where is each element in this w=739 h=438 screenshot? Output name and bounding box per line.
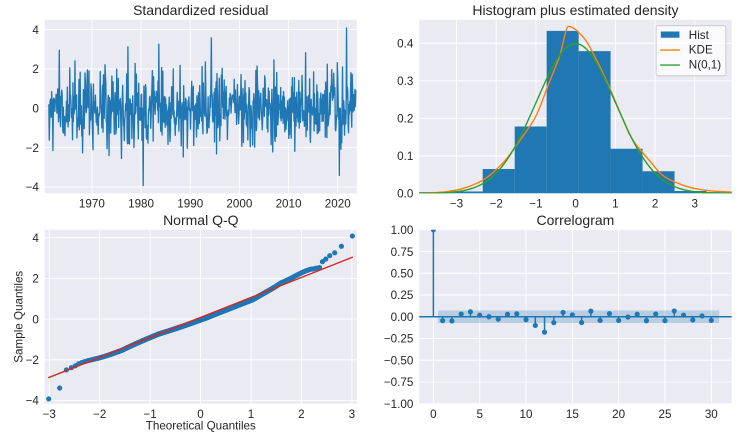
svg-text:0.50: 0.50 [391,268,414,281]
svg-text:−0.25: −0.25 [384,333,414,346]
svg-text:30: 30 [705,408,718,421]
svg-text:−1: −1 [143,408,156,421]
svg-text:2: 2 [298,408,304,421]
svg-text:1980: 1980 [128,198,154,211]
svg-text:Correlogram: Correlogram [537,212,615,228]
svg-text:0: 0 [32,313,39,326]
svg-text:−0.50: −0.50 [384,354,414,367]
svg-text:Histogram plus estimated densi: Histogram plus estimated density [472,2,678,18]
svg-text:0.3: 0.3 [397,75,413,88]
svg-text:2: 2 [652,198,658,211]
svg-text:4: 4 [32,24,39,37]
svg-text:−0.75: −0.75 [384,376,414,389]
svg-text:0: 0 [32,103,39,116]
svg-text:2: 2 [32,273,38,286]
svg-text:−2: −2 [26,354,39,367]
svg-text:10: 10 [520,408,533,421]
svg-text:0.25: 0.25 [391,289,414,302]
svg-text:−1: −1 [529,198,542,211]
svg-text:Normal Q-Q: Normal Q-Q [163,212,239,228]
svg-text:Standardized residual: Standardized residual [133,2,268,18]
svg-text:−3: −3 [450,198,463,211]
svg-text:20: 20 [612,408,625,421]
svg-text:1970: 1970 [79,198,105,211]
svg-text:−3: −3 [43,408,56,421]
svg-text:2: 2 [32,63,38,76]
svg-text:15: 15 [566,408,579,421]
svg-text:−4: −4 [26,181,40,194]
svg-text:25: 25 [659,408,672,421]
svg-text:1: 1 [248,408,254,421]
svg-text:4: 4 [32,232,39,245]
svg-text:Sample Quantiles: Sample Quantiles [12,271,25,363]
svg-text:0.2: 0.2 [397,113,413,126]
svg-text:3: 3 [692,198,698,211]
svg-text:Hist: Hist [689,29,710,42]
svg-text:0: 0 [572,198,579,211]
svg-text:1.00: 1.00 [391,224,414,237]
svg-text:0.4: 0.4 [397,37,414,50]
svg-text:5: 5 [476,408,482,421]
svg-text:0: 0 [197,408,204,421]
svg-text:−1.00: −1.00 [384,398,414,411]
svg-text:N(0,1): N(0,1) [689,59,722,72]
svg-text:−4: −4 [26,395,40,408]
svg-text:3: 3 [349,408,355,421]
svg-text:2000: 2000 [226,198,252,211]
svg-text:−2: −2 [490,198,503,211]
svg-text:2020: 2020 [325,198,351,211]
svg-text:0.0: 0.0 [397,188,414,201]
svg-text:−2: −2 [26,142,39,155]
svg-text:0.00: 0.00 [391,311,414,324]
svg-text:−2: −2 [93,408,106,421]
svg-text:0.75: 0.75 [391,246,414,259]
svg-text:1: 1 [612,198,618,211]
svg-text:0: 0 [430,408,437,421]
svg-text:1990: 1990 [177,198,203,211]
svg-text:0.1: 0.1 [397,150,413,163]
svg-text:2010: 2010 [276,198,302,211]
svg-text:KDE: KDE [689,44,713,57]
svg-text:Theoretical Quantiles: Theoretical Quantiles [146,420,256,433]
